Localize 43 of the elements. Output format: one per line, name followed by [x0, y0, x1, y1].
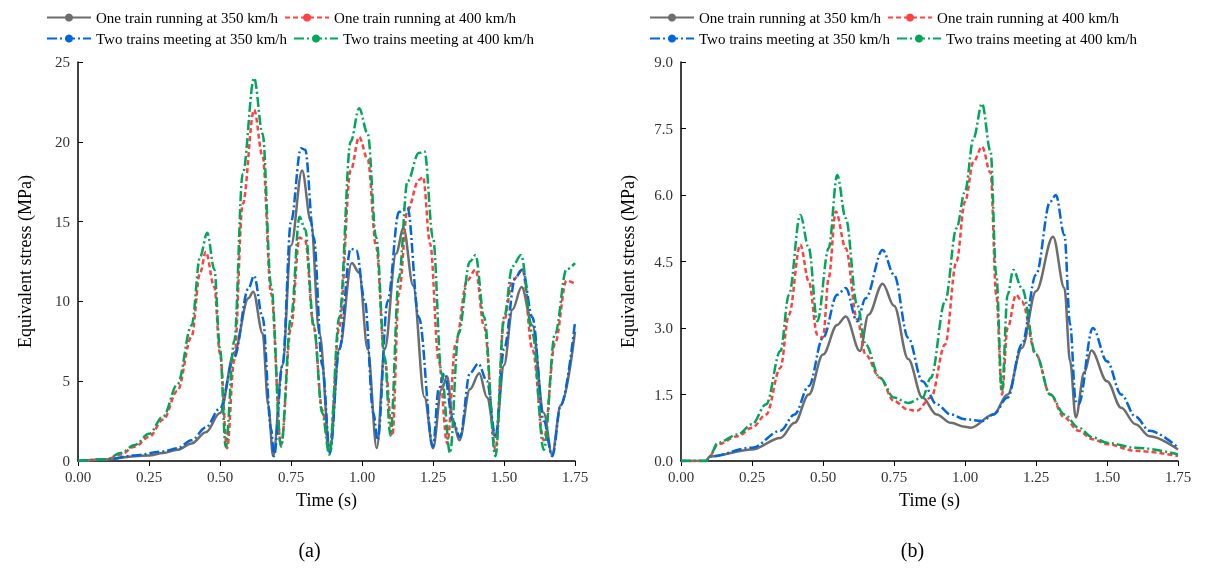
y-tick-label: 3.0 — [654, 320, 673, 336]
x-tick-label: 0.25 — [135, 468, 163, 485]
legend-label: One train running at 350 km/h — [96, 9, 279, 26]
legend-label: Two trains meeting at 350 km/h — [96, 30, 288, 47]
y-tick-label: 25 — [55, 54, 70, 70]
x-tick-label: 1.50 — [490, 468, 518, 485]
y-tick-label: 20 — [55, 133, 70, 150]
x-axis-title: Time (s) — [296, 490, 357, 511]
y-tick-label: 4.5 — [654, 253, 673, 270]
x-tick-label: 0.00 — [667, 468, 695, 485]
y-tick-label: 0 — [62, 453, 70, 469]
legend-label: One train running at 400 km/h — [937, 9, 1120, 26]
x-tick-label: 0.25 — [738, 468, 766, 485]
text: (b) — [900, 539, 925, 562]
x-axis-title: Time (s) — [899, 490, 960, 511]
y-tick-label: 10 — [55, 293, 70, 310]
y-axis-title: Equivalent stress (MPa) — [618, 175, 639, 348]
y-tick-label: 6.0 — [654, 187, 673, 203]
legend-label: One train running at 350 km/h — [699, 9, 882, 26]
x-tick-label: 1.75 — [1164, 468, 1192, 485]
y-tick-label: 9.0 — [654, 54, 673, 70]
legend-label: One train running at 400 km/h — [334, 9, 517, 26]
y-tick-label: 0.0 — [654, 453, 673, 469]
x-tick-label: 1.00 — [348, 468, 376, 485]
y-tick-label: 7.5 — [654, 120, 673, 137]
legend-label: Two trains meeting at 400 km/h — [946, 30, 1138, 47]
legend-label: Two trains meeting at 350 km/h — [699, 30, 891, 47]
text: (a) — [298, 539, 321, 562]
y-tick-label: 1.5 — [654, 386, 673, 403]
x-tick-label: 1.00 — [951, 468, 979, 485]
x-tick-label: 1.75 — [561, 468, 589, 485]
x-tick-label: 1.25 — [419, 468, 447, 485]
x-tick-label: 1.25 — [1022, 468, 1050, 485]
x-tick-label: 0.00 — [64, 468, 92, 485]
x-tick-label: 0.75 — [880, 468, 908, 485]
legend-label: Two trains meeting at 400 km/h — [343, 30, 535, 47]
y-tick-label: 5 — [62, 373, 70, 390]
x-tick-label: 0.50 — [809, 468, 837, 485]
y-tick-label: 15 — [55, 213, 70, 230]
y-axis-title: Equivalent stress (MPa) — [15, 175, 36, 348]
x-tick-label: 0.50 — [206, 468, 234, 485]
x-tick-label: 0.75 — [277, 468, 305, 485]
x-tick-label: 1.50 — [1093, 468, 1121, 485]
